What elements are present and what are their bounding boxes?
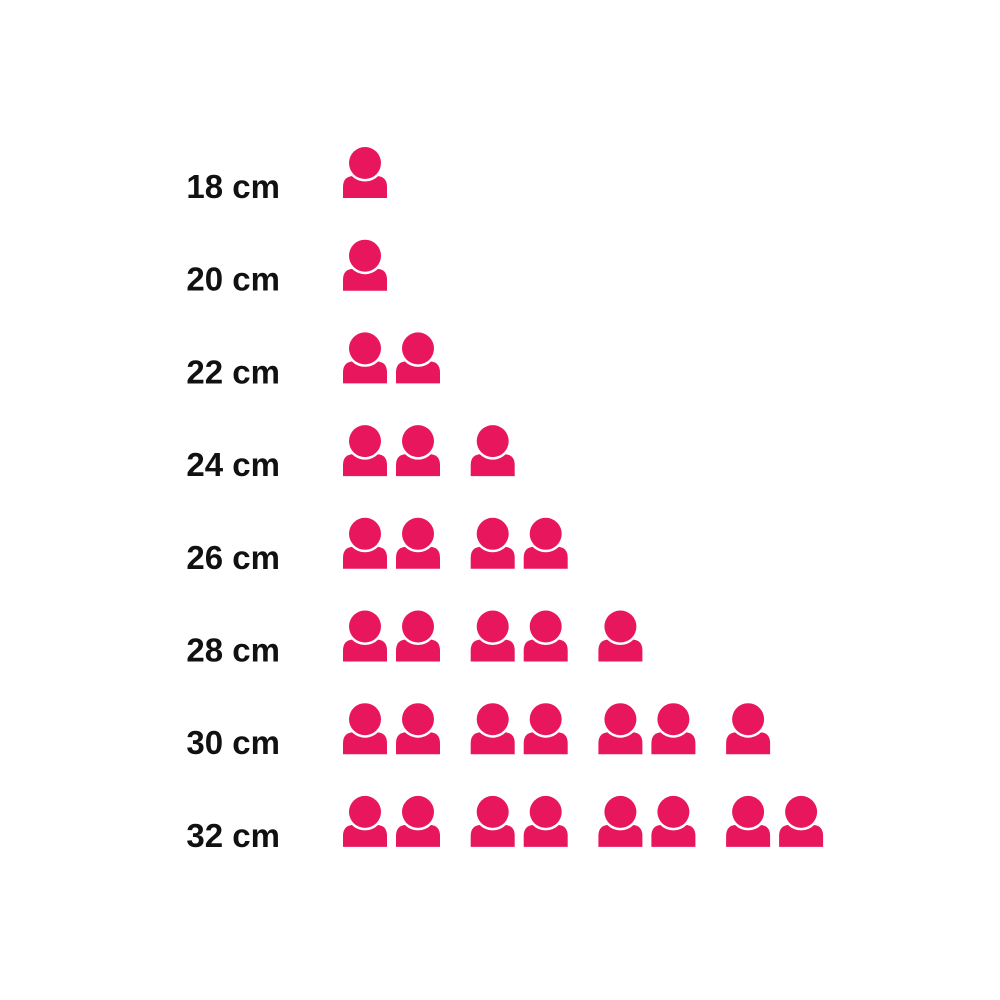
row-18-cm: 18 cm	[186, 144, 387, 205]
person-icon	[396, 329, 440, 384]
person-icon	[343, 515, 387, 569]
person-icon	[651, 700, 696, 755]
category-label: 20 cm	[186, 261, 280, 298]
person-icon	[470, 608, 515, 662]
row-26-cm: 26 cm	[186, 515, 568, 576]
person-icon	[343, 329, 387, 384]
person-icon	[343, 237, 387, 291]
person-icon	[343, 144, 387, 198]
person-icon	[343, 422, 387, 477]
person-icon	[343, 793, 387, 847]
person-icon	[523, 700, 568, 755]
person-icon	[343, 608, 387, 662]
category-label: 30 cm	[186, 724, 280, 761]
person-icon	[523, 608, 568, 662]
person-icon	[470, 700, 515, 755]
person-icon	[470, 793, 515, 847]
person-icon	[523, 793, 568, 847]
person-icon	[396, 700, 440, 755]
person-icon	[726, 700, 771, 755]
person-icon	[396, 422, 440, 477]
person-icon	[598, 793, 643, 847]
category-label: 22 cm	[186, 353, 280, 390]
row-30-cm: 30 cm	[186, 700, 771, 761]
row-24-cm: 24 cm	[186, 422, 515, 483]
person-icon	[779, 793, 824, 847]
category-label: 32 cm	[186, 817, 280, 854]
person-icon	[651, 793, 696, 847]
category-label: 26 cm	[186, 539, 280, 576]
person-icon	[396, 515, 440, 569]
row-20-cm: 20 cm	[186, 237, 387, 298]
person-icon	[523, 515, 568, 569]
row-22-cm: 22 cm	[186, 329, 440, 390]
person-icon	[726, 793, 771, 847]
person-icon	[343, 700, 387, 755]
person-icon	[396, 793, 440, 847]
person-icon	[396, 608, 440, 662]
person-icon	[598, 700, 643, 755]
category-label: 24 cm	[186, 446, 280, 483]
category-label: 18 cm	[186, 168, 280, 205]
row-28-cm: 28 cm	[186, 608, 643, 669]
person-icon	[470, 422, 515, 477]
row-32-cm: 32 cm	[186, 793, 824, 854]
person-icon	[598, 608, 643, 662]
person-icon	[470, 515, 515, 569]
category-label: 28 cm	[186, 632, 280, 669]
